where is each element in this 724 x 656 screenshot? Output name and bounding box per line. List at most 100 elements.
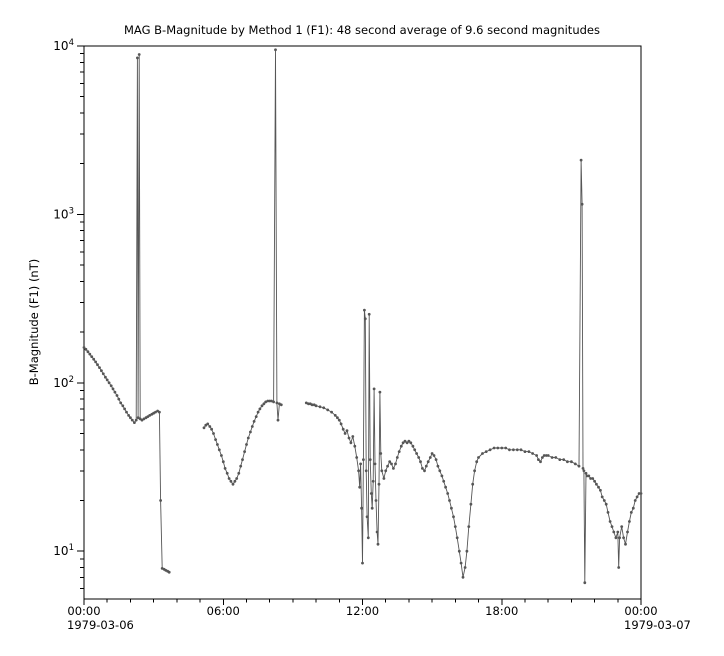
series-point: [582, 469, 586, 473]
series-point: [531, 452, 534, 455]
series-point: [167, 570, 171, 574]
series-point: [351, 435, 355, 438]
series-point: [436, 464, 440, 468]
series-point: [370, 506, 374, 510]
series-point: [584, 471, 588, 475]
series-line: [306, 159, 641, 584]
series-point: [618, 536, 621, 540]
series-point: [217, 448, 221, 452]
series-point: [442, 479, 446, 483]
series-point: [212, 432, 215, 435]
series-point: [136, 56, 139, 60]
series-point: [336, 416, 339, 420]
series-point: [119, 401, 123, 405]
series-point: [148, 414, 152, 417]
series-point: [142, 417, 146, 421]
series-point: [384, 469, 388, 473]
series-point: [210, 427, 214, 431]
y-axis-label: B-Magnitude (F1) (nT): [27, 259, 41, 385]
series-point: [631, 506, 635, 510]
series-point: [452, 515, 455, 519]
series-point: [363, 308, 366, 312]
series-point: [374, 499, 378, 502]
series-point: [237, 471, 241, 475]
series-point: [477, 456, 480, 459]
series-point: [537, 458, 540, 461]
series-point: [245, 443, 248, 446]
series-point: [355, 456, 359, 459]
series-point: [223, 467, 227, 470]
series-point: [597, 485, 600, 489]
series-point: [359, 462, 362, 466]
series-point: [154, 410, 157, 414]
series-point: [616, 530, 620, 534]
series-point: [353, 444, 357, 448]
series-point: [256, 410, 260, 414]
series-point: [421, 467, 424, 470]
series-point: [365, 515, 369, 519]
series-point: [318, 405, 322, 409]
x-tick-label: 18:00: [485, 604, 518, 618]
series-point: [227, 477, 231, 480]
series-point: [272, 400, 275, 404]
series-point: [229, 479, 233, 483]
series-point: [610, 525, 614, 528]
series-point: [111, 387, 115, 391]
series-point: [461, 575, 465, 579]
series-point: [264, 400, 268, 404]
series-point: [508, 448, 511, 452]
series-point: [541, 456, 544, 459]
series-point: [481, 452, 484, 455]
series-point: [463, 566, 467, 569]
series-point: [361, 561, 364, 565]
series-point: [123, 407, 126, 411]
series-point: [241, 458, 244, 461]
series-point: [159, 499, 163, 502]
series-point: [409, 441, 413, 445]
series-point: [450, 506, 453, 510]
series-point: [523, 450, 527, 453]
series-point: [233, 479, 237, 483]
series-point: [127, 414, 130, 417]
series-point: [566, 460, 569, 464]
series-point: [448, 499, 451, 502]
series-point: [376, 542, 380, 546]
series-point: [467, 525, 471, 528]
series-point: [405, 441, 409, 445]
series-point: [377, 482, 381, 486]
series-point: [158, 410, 161, 414]
x-axis-end-date-label: 1979-03-07: [624, 618, 691, 632]
series-point: [314, 404, 318, 408]
series-point: [258, 407, 262, 411]
series-point: [134, 418, 138, 422]
series-point: [577, 464, 581, 468]
x-tick-label: 00:00: [67, 604, 100, 618]
series-point: [330, 410, 333, 414]
series-point: [604, 502, 608, 506]
series-point: [411, 444, 415, 448]
series-point: [90, 355, 94, 358]
series-line: [203, 49, 282, 485]
series-point: [453, 525, 457, 528]
series-point: [546, 454, 550, 457]
series-point: [386, 464, 389, 468]
series-point: [243, 450, 247, 453]
series-point: [432, 454, 436, 457]
series-point: [279, 403, 283, 407]
series-point: [444, 485, 447, 489]
series-point: [434, 458, 438, 461]
series-point: [254, 415, 258, 418]
series-point: [539, 460, 542, 464]
series-point: [208, 425, 212, 428]
x-axis-start-date-label: 1979-03-06: [67, 618, 134, 632]
series-point: [403, 439, 407, 443]
series-point: [595, 482, 598, 486]
series-point: [104, 375, 107, 379]
series-point: [399, 444, 403, 448]
series-point: [246, 436, 250, 440]
series-point: [373, 462, 377, 466]
series-point: [428, 456, 432, 459]
series-point: [554, 456, 558, 459]
series-point: [413, 448, 417, 452]
